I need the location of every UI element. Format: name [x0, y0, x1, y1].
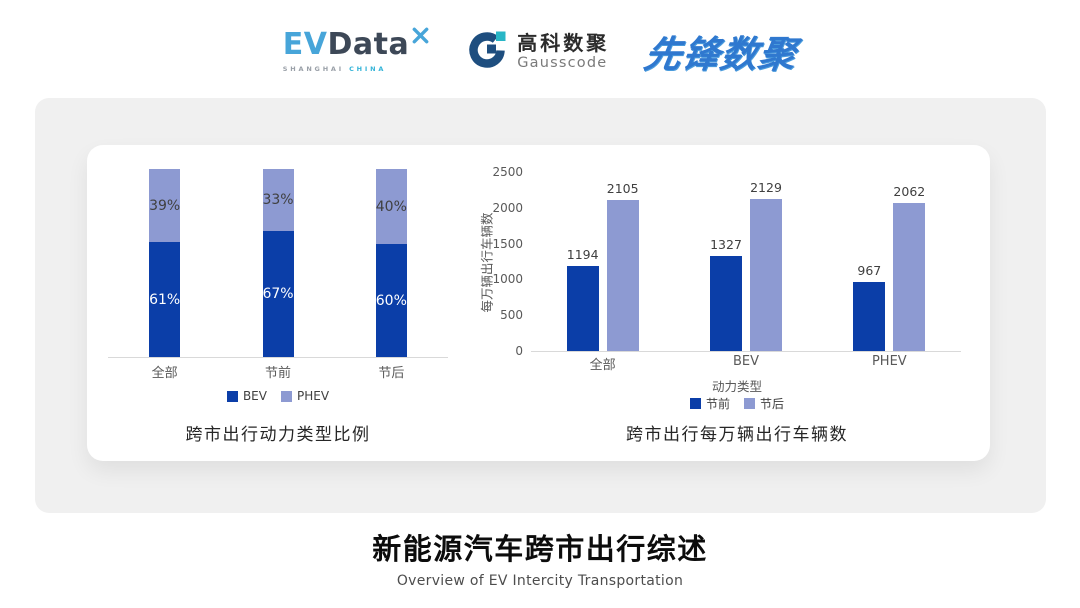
y-tick-label: 2500 [492, 165, 523, 179]
category-label: PHEV [871, 354, 907, 369]
data-label: 61% [149, 291, 181, 308]
legend-swatch [689, 398, 701, 409]
chart-title: 跨市出行每万辆出行车辆数 [626, 425, 848, 445]
bar-节前 [566, 265, 599, 351]
value-label: 1194 [566, 246, 599, 262]
legend-item: 节前 [689, 395, 730, 412]
evdata-logo: EV Data SHANGHAI CHINA [282, 26, 430, 73]
page-title: 新能源汽车跨市出行综述 [372, 532, 708, 566]
gausscode-text: 高科数聚 Gausscode [517, 30, 610, 71]
y-tick-label: 1500 [492, 236, 523, 251]
charts-card: 61% 39% 全部 67% 33% 节前 60% 40% 节后 BEV PHEV 跨市出行动力类型比… [87, 145, 990, 461]
y-axis-title: 每万辆出行车辆数 [479, 212, 495, 313]
footer: 新能源汽车跨市出行综述 Overview of EV Intercity Tra… [0, 526, 1080, 589]
logo-header: EV Data SHANGHAI CHINA [0, 24, 1080, 78]
value-label: 2129 [750, 179, 782, 195]
category-label: 全部 [589, 358, 616, 373]
value-label: 2062 [893, 184, 926, 200]
evdata-wordmark: EV Data [282, 26, 430, 62]
chart-title: 跨市出行动力类型比例 [185, 425, 371, 445]
propeller-x-icon [411, 26, 430, 45]
gausscode-en-text: Gausscode [517, 54, 608, 71]
value-label: 2105 [606, 181, 639, 197]
y-tick-label: 0 [515, 344, 523, 358]
x-axis-line [531, 351, 961, 352]
value-label: 967 [857, 262, 882, 278]
legend-item: PHEV [280, 389, 330, 403]
data-label: 60% [375, 292, 407, 309]
bar-segment-bev [375, 244, 407, 357]
bar-segment-bev [262, 231, 294, 357]
legend-label: 节后 [760, 397, 785, 411]
category-label: BEV [732, 354, 760, 369]
evdata-shanghai-text: SHANGHAI [282, 64, 344, 73]
data-label: 33% [262, 192, 294, 209]
bar-segment-bev [149, 242, 181, 357]
chart-legend: BEV PHEV [108, 389, 448, 403]
legend-swatch [226, 390, 238, 402]
bar-节后 [893, 203, 926, 351]
legend-item: BEV [226, 389, 267, 403]
page-subtitle: Overview of EV Intercity Transportation [396, 573, 684, 589]
legend-label: PHEV [296, 389, 330, 403]
value-label: 1327 [710, 236, 742, 252]
data-label: 40% [375, 198, 407, 215]
legend-swatch [744, 398, 755, 409]
y-tick-label: 2000 [492, 200, 523, 215]
category-label: 节后 [378, 366, 405, 381]
gausscode-logo: 高科数聚 Gausscode [466, 28, 609, 74]
legend-item: 节后 [744, 395, 784, 412]
evdata-china-text: CHINA [349, 64, 387, 73]
evdata-subtitle: SHANGHAI CHINA [283, 65, 430, 73]
data-label: 67% [262, 286, 294, 302]
data-label: 39% [149, 197, 181, 214]
slide-panel: 61% 39% 全部 67% 33% 节前 60% 40% 节后 BEV PHEV 跨市出行动力类型比… [35, 98, 1046, 513]
evdata-ev-text: EV [282, 26, 328, 62]
bar-segment-phev [149, 169, 181, 243]
bar-segment-phev [375, 169, 407, 245]
legend-label: 节前 [705, 397, 730, 411]
evdata-data-text: Data [327, 26, 410, 62]
legend-swatch [280, 390, 292, 402]
bar-节前 [710, 255, 742, 351]
bar-节前 [853, 281, 886, 351]
bar-节后 [606, 200, 639, 351]
pioneer-logo: 先锋数聚 [641, 33, 801, 76]
gausscode-g-icon [466, 28, 508, 74]
bar-节后 [750, 198, 782, 351]
legend-label: BEV [242, 389, 267, 403]
y-tick-label: 1000 [492, 272, 523, 287]
x-axis-line [108, 357, 448, 358]
chart-legend: 节前 节后 [492, 395, 982, 412]
y-tick-label: 500 [500, 308, 523, 323]
category-label: 节前 [264, 366, 291, 381]
x-axis-title: 动力类型 [711, 379, 762, 394]
gausscode-cn-text: 高科数聚 [517, 30, 610, 55]
bar-segment-phev [262, 169, 294, 232]
category-label: 全部 [151, 366, 178, 381]
